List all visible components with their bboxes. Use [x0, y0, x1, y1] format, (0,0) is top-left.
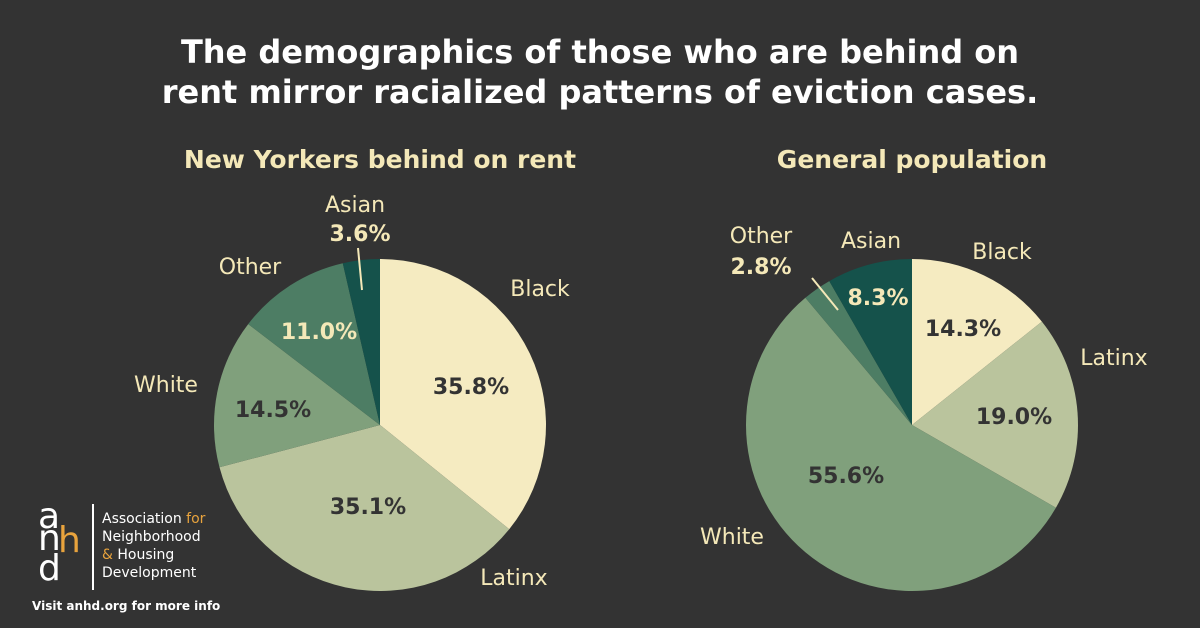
value-label-1-latinx: 35.1%: [330, 495, 406, 520]
chart-1-title: New Yorkers behind on rent: [184, 145, 576, 174]
org-line-3-accent: &: [102, 547, 113, 563]
slice-2-latinx: [912, 321, 1078, 508]
category-label-2-asian: Asian: [841, 229, 901, 254]
category-label-2-other: Other: [730, 224, 793, 249]
slice-1-white: [214, 324, 380, 468]
leader-line-1-asian: [357, 247, 363, 291]
logo-letter-n: n: [38, 518, 61, 559]
value-label-2-asian: 8.3%: [847, 286, 908, 311]
category-label-2-white: White: [700, 525, 764, 550]
slice-2-black: [912, 259, 1042, 425]
category-label-1-black: Black: [510, 277, 570, 302]
title-line-1: The demographics of those who are behind…: [180, 33, 1020, 71]
value-label-2-white: 55.6%: [808, 464, 884, 489]
category-label-1-latinx: Latinx: [480, 566, 547, 591]
logo-letter-h: h: [58, 520, 81, 561]
pie-chart-1: New Yorkers behind on rent Black 35.8% Lati…: [134, 145, 576, 591]
logo-org-name: Association for Neighborhood & Housing D…: [102, 510, 205, 582]
anhd-logo: a n h d Association for Neighborhood & H…: [32, 496, 252, 595]
footer-link-text: Visit anhd.org for more info: [32, 599, 221, 613]
slice-1-black: [380, 259, 546, 530]
category-label-1-asian: Asian: [325, 193, 385, 218]
slice-1-asian: [342, 259, 380, 425]
org-line-3: Housing: [117, 547, 175, 563]
logo-letter-d: d: [38, 548, 61, 589]
category-label-1-white: White: [134, 373, 198, 398]
logo-letter-a: a: [38, 496, 61, 537]
category-label-2-latinx: Latinx: [1080, 346, 1147, 371]
slice-2-white: [745, 297, 1056, 592]
org-line-1-accent: for: [186, 511, 206, 527]
value-label-1-white: 14.5%: [235, 398, 311, 423]
page-title: The demographics of those who are behind…: [0, 32, 1200, 112]
org-line-2: Neighborhood: [102, 529, 201, 545]
pie-chart-2: General population Black 14.3% Latinx 19.0% W…: [700, 145, 1148, 592]
logo-letters: a n h d: [32, 496, 84, 595]
leader-line-2-other: [811, 277, 839, 311]
category-label-2-black: Black: [972, 240, 1032, 265]
slice-2-asian: [829, 259, 912, 425]
category-label-1-other: Other: [219, 255, 282, 280]
value-label-1-asian: 3.6%: [329, 222, 390, 247]
value-label-1-black: 35.8%: [433, 375, 509, 400]
value-label-2-black: 14.3%: [925, 317, 1001, 342]
value-label-1-other: 11.0%: [281, 320, 357, 345]
logo-divider: [92, 504, 94, 590]
slice-2-other: [805, 281, 912, 425]
org-line-4: Development: [102, 565, 197, 581]
chart-2-title: General population: [777, 145, 1047, 174]
slice-1-other: [248, 263, 380, 425]
title-line-2: rent mirror racialized patterns of evict…: [161, 73, 1039, 111]
value-label-2-latinx: 19.0%: [976, 405, 1052, 430]
slice-1-latinx: [219, 425, 510, 591]
value-label-2-other: 2.8%: [730, 255, 791, 280]
org-line-1: Association: [102, 511, 182, 527]
